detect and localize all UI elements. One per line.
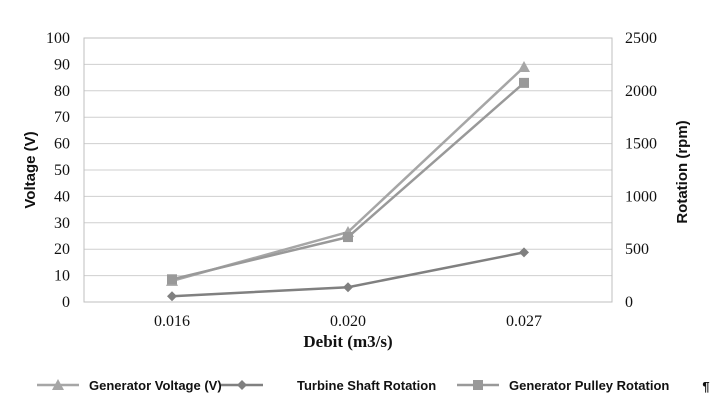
legend-marker-square — [473, 380, 483, 390]
data-point-square — [519, 77, 529, 88]
pilcrow-mark: ¶ — [702, 379, 709, 394]
series-markers — [166, 61, 530, 302]
y-tick-label: 40 — [54, 188, 70, 205]
x-axis-title: Debit (m3/s) — [303, 332, 392, 351]
y-tick-label: 80 — [54, 83, 70, 100]
gridlines — [84, 63, 612, 277]
data-point-diamond — [519, 247, 529, 258]
y-tick-label: 50 — [54, 162, 70, 179]
series-line-3 — [171, 81, 525, 281]
plot-area-border — [83, 37, 613, 303]
y2-tick-label: 500 — [625, 241, 649, 258]
y-axis-title: Voltage (V) — [22, 131, 39, 208]
y-tick-label: 100 — [46, 30, 70, 47]
x-tick-label: 0.016 — [154, 313, 190, 330]
legend-marker-triangle — [52, 379, 64, 390]
y2-tick-label: 2000 — [625, 83, 657, 100]
legend-label: Turbine Shaft Rotation — [297, 378, 436, 393]
series-lines — [171, 66, 525, 298]
y-tick-label: 20 — [54, 241, 70, 258]
y-tick-label: 10 — [54, 268, 70, 285]
y2-tick-label: 0 — [625, 294, 633, 311]
data-point-square — [343, 232, 353, 243]
y-tick-label: 0 — [62, 294, 70, 311]
data-point-diamond — [343, 282, 353, 293]
right-axis-ticks: 0 500 1000 1500 2000 2500 — [625, 30, 657, 311]
y-tick-label: 30 — [54, 215, 70, 232]
x-tick-label: 0.027 — [506, 313, 542, 330]
y2-axis-title: Rotation (rpm) — [674, 120, 691, 223]
data-point-triangle — [518, 61, 530, 73]
y-tick-label: 60 — [54, 136, 70, 153]
x-tick-label: 0.020 — [330, 313, 366, 330]
y-tick-label: 90 — [54, 56, 70, 73]
y-tick-label: 70 — [54, 109, 70, 126]
left-axis-ticks: 0 10 20 30 40 50 60 70 80 90 100 — [46, 30, 70, 311]
data-point-diamond — [167, 291, 177, 302]
legend-marker-diamond — [237, 380, 247, 390]
x-axis-ticks: 0.016 0.020 0.027 — [154, 313, 542, 330]
y2-tick-label: 2500 — [625, 30, 657, 47]
legend: Generator Voltage (V) Turbine Shaft Rotat… — [37, 378, 710, 394]
y2-tick-label: 1000 — [625, 188, 657, 205]
legend-label: Generator Pulley Rotation — [509, 378, 669, 393]
legend-label: Generator Voltage (V) — [89, 378, 222, 393]
y2-tick-label: 1500 — [625, 136, 657, 153]
data-point-square — [167, 274, 177, 285]
